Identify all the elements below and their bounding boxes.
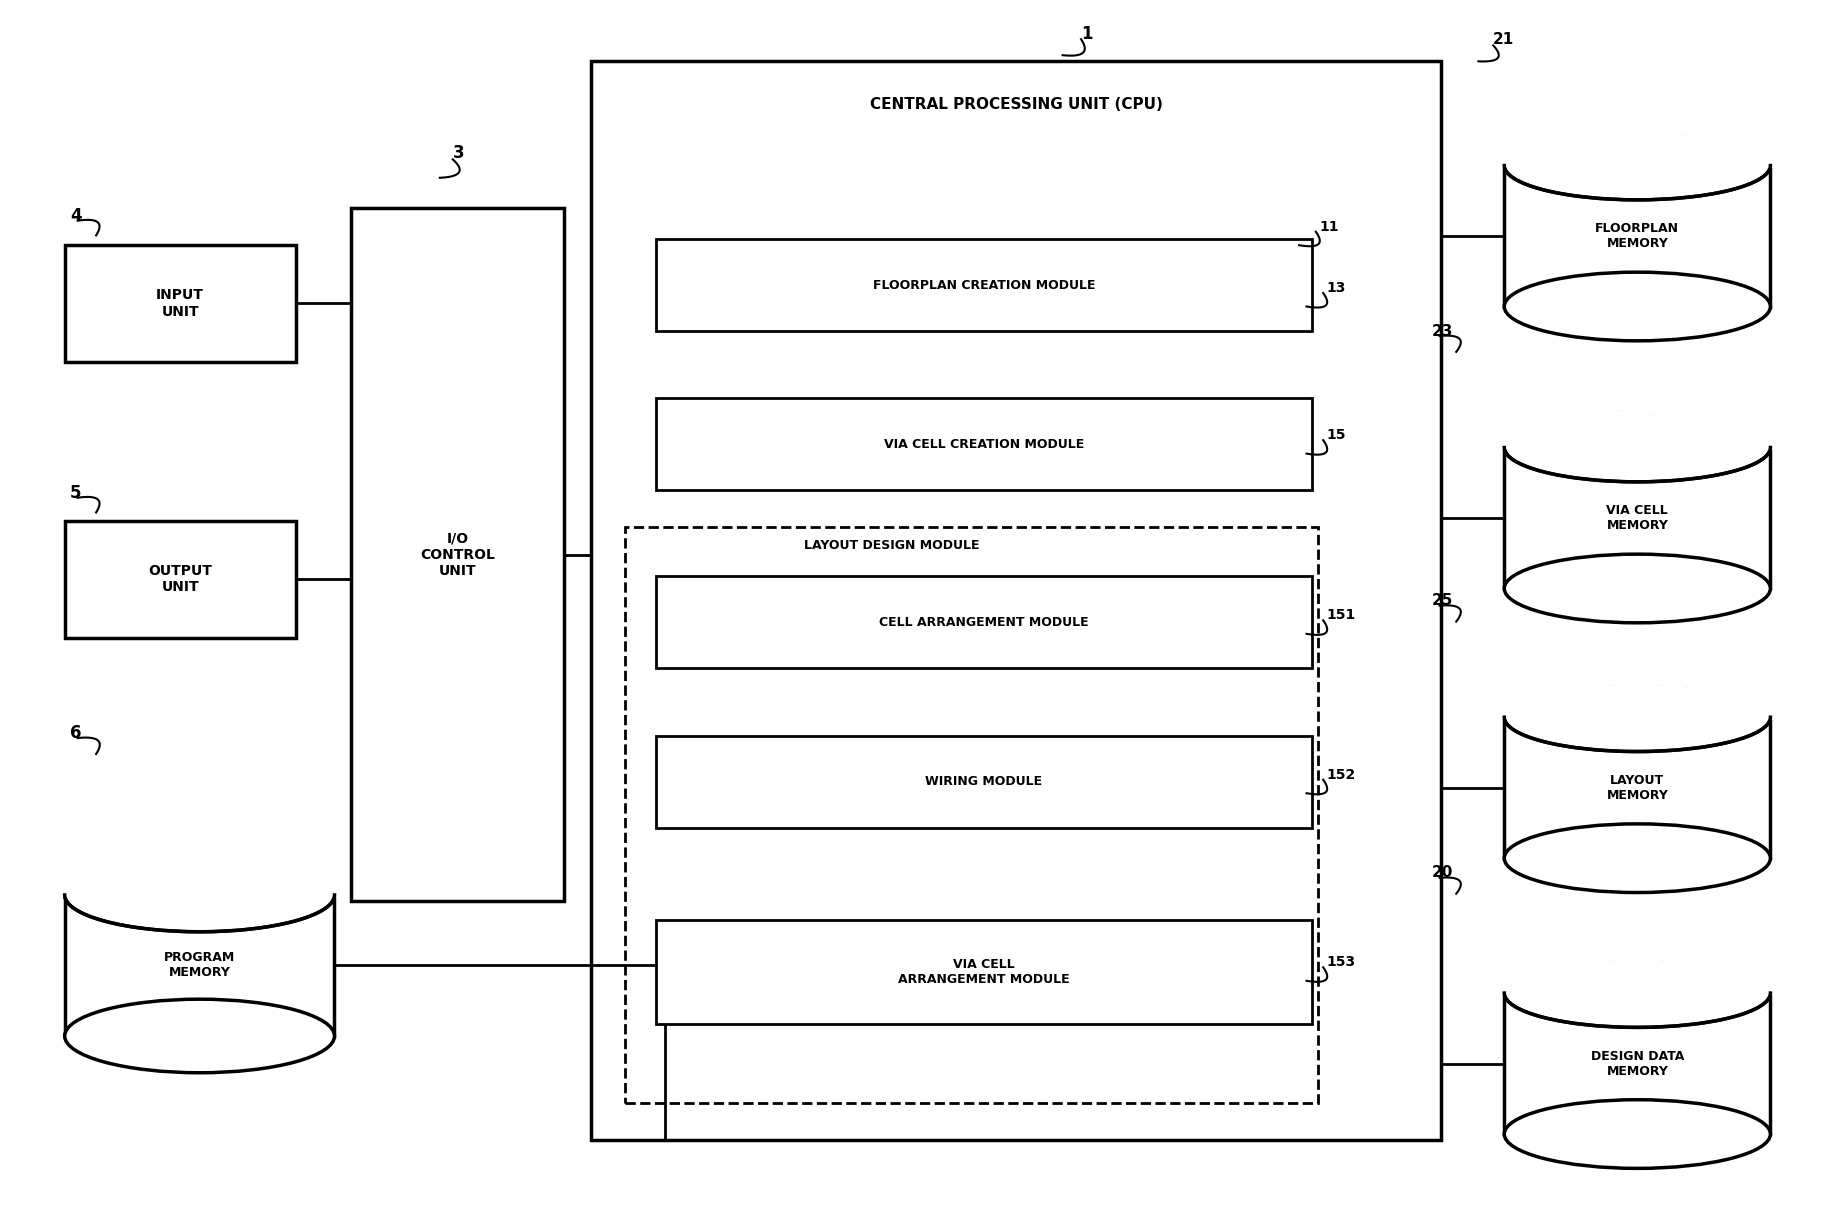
Text: FLOORPLAN CREATION MODULE: FLOORPLAN CREATION MODULE — [872, 278, 1096, 292]
Bar — [65, 521, 296, 638]
Text: 25: 25 — [1432, 593, 1454, 608]
Bar — [1504, 993, 1770, 1134]
Text: 151: 151 — [1327, 608, 1356, 623]
Text: LAYOUT
MEMORY: LAYOUT MEMORY — [1606, 774, 1669, 802]
Ellipse shape — [65, 858, 334, 932]
Ellipse shape — [1504, 1100, 1770, 1168]
Text: VIA CELL
MEMORY: VIA CELL MEMORY — [1606, 504, 1669, 532]
Text: 152: 152 — [1327, 767, 1356, 782]
Bar — [1504, 717, 1770, 858]
Text: FLOORPLAN
MEMORY: FLOORPLAN MEMORY — [1595, 222, 1680, 250]
Ellipse shape — [1504, 554, 1770, 623]
Text: PROGRAM
MEMORY: PROGRAM MEMORY — [164, 951, 235, 980]
Text: VIA CELL CREATION MODULE: VIA CELL CREATION MODULE — [883, 438, 1085, 451]
Bar — [656, 736, 1312, 828]
Bar — [65, 245, 296, 362]
Text: LAYOUT DESIGN MODULE: LAYOUT DESIGN MODULE — [804, 539, 979, 552]
Bar — [656, 239, 1312, 331]
Bar — [1504, 447, 1770, 588]
Text: 4: 4 — [70, 207, 81, 224]
Text: OUTPUT
UNIT: OUTPUT UNIT — [148, 564, 213, 595]
Text: 11: 11 — [1319, 219, 1340, 234]
Ellipse shape — [1504, 824, 1770, 893]
Text: INPUT
UNIT: INPUT UNIT — [157, 288, 203, 319]
Ellipse shape — [1504, 131, 1770, 200]
Ellipse shape — [65, 999, 334, 1073]
Bar — [656, 920, 1312, 1024]
Text: 153: 153 — [1327, 955, 1356, 970]
Text: 5: 5 — [70, 484, 81, 501]
Bar — [65, 895, 334, 1036]
Bar — [656, 576, 1312, 668]
Bar — [1504, 166, 1770, 306]
Text: CELL ARRANGEMENT MODULE: CELL ARRANGEMENT MODULE — [880, 615, 1088, 629]
Text: WIRING MODULE: WIRING MODULE — [926, 775, 1042, 788]
Text: CENTRAL PROCESSING UNIT (CPU): CENTRAL PROCESSING UNIT (CPU) — [870, 97, 1162, 112]
Ellipse shape — [1504, 683, 1770, 752]
Bar — [591, 61, 1441, 1140]
Text: 23: 23 — [1432, 324, 1454, 338]
Ellipse shape — [1504, 413, 1770, 482]
Bar — [625, 527, 1318, 1103]
Ellipse shape — [1504, 272, 1770, 341]
Text: 20: 20 — [1432, 866, 1454, 880]
Bar — [656, 398, 1312, 490]
Text: 3: 3 — [453, 145, 464, 162]
Text: VIA CELL
ARRANGEMENT MODULE: VIA CELL ARRANGEMENT MODULE — [898, 958, 1070, 986]
Bar — [351, 208, 564, 901]
Text: 21: 21 — [1493, 32, 1514, 47]
Text: 13: 13 — [1327, 281, 1345, 295]
Ellipse shape — [1504, 959, 1770, 1027]
Text: DESIGN DATA
MEMORY: DESIGN DATA MEMORY — [1591, 1049, 1684, 1078]
Text: 6: 6 — [70, 725, 81, 742]
Text: 1: 1 — [1081, 26, 1092, 43]
Text: I/O
CONTROL
UNIT: I/O CONTROL UNIT — [419, 532, 495, 577]
Text: 15: 15 — [1327, 428, 1347, 443]
